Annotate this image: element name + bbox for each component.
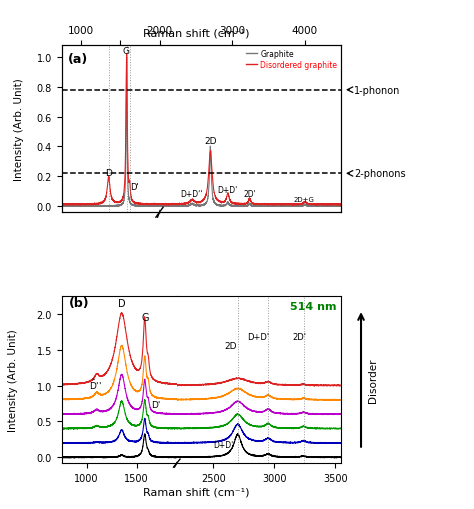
Text: Disorder: Disorder	[367, 357, 377, 402]
Text: (a): (a)	[67, 52, 88, 66]
Text: G: G	[141, 313, 149, 323]
Text: (b): (b)	[69, 296, 89, 309]
Text: D+D'': D+D''	[213, 440, 236, 449]
Text: G: G	[123, 47, 130, 56]
Text: 2D': 2D'	[243, 190, 256, 199]
Text: D': D'	[130, 182, 139, 191]
Text: D: D	[105, 169, 112, 178]
Text: 514 nm: 514 nm	[290, 301, 337, 311]
Text: 2D: 2D	[204, 137, 217, 146]
Text: 2D': 2D'	[293, 332, 307, 342]
Legend: Graphite, Disordered graphite: Graphite, Disordered graphite	[246, 49, 337, 70]
Text: Raman shift (cm⁻¹): Raman shift (cm⁻¹)	[144, 28, 250, 38]
Text: D+D'': D+D''	[180, 190, 203, 199]
Text: Raman shift (cm⁻¹): Raman shift (cm⁻¹)	[144, 486, 250, 496]
Text: D+D': D+D'	[247, 332, 270, 342]
Y-axis label: Intensity (Arb. Unit): Intensity (Arb. Unit)	[14, 78, 25, 181]
Text: D': D'	[151, 401, 160, 409]
Y-axis label: Intensity (Arb. Unit): Intensity (Arb. Unit)	[8, 328, 18, 431]
Text: 2D+G: 2D+G	[293, 197, 314, 203]
Text: 2-phonons: 2-phonons	[354, 169, 406, 179]
Text: 2D: 2D	[224, 341, 237, 350]
Text: D+D': D+D'	[218, 185, 238, 194]
Text: 1-phonon: 1-phonon	[354, 86, 401, 96]
Text: D: D	[118, 298, 126, 308]
Text: $\hat{\rm D}$'': $\hat{\rm D}$''	[89, 377, 102, 391]
